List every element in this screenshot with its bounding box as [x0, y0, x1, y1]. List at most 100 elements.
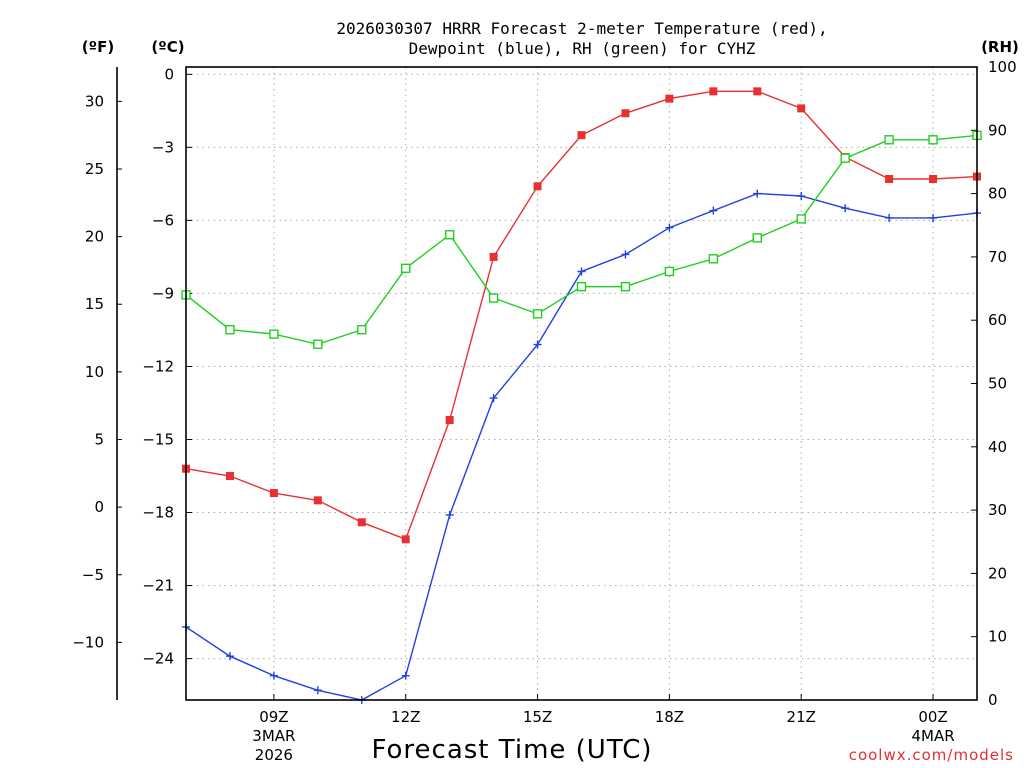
temperature-point — [753, 87, 762, 96]
x-tick-label: 09Z — [259, 708, 288, 726]
temperature-point — [709, 87, 718, 96]
rh-point — [708, 254, 719, 264]
rh-point — [840, 153, 850, 163]
rh-point — [884, 135, 894, 145]
dewpoint-point — [401, 671, 410, 680]
rh-tick-label: 70 — [988, 248, 1007, 266]
fahrenheit-tick-label: 15 — [85, 295, 104, 313]
rh-unit-label: (RH) — [981, 38, 1019, 56]
celsius-tick-label: −9 — [152, 284, 174, 302]
fahrenheit-tick-label: 20 — [85, 228, 104, 246]
fahrenheit-tick-label: −5 — [82, 566, 104, 584]
rh-tick-label: 30 — [988, 501, 1007, 519]
rh-point — [269, 329, 279, 339]
temperature-point — [621, 109, 630, 118]
x-axis-label: Forecast Time (UTC) — [371, 735, 652, 765]
dewpoint-point — [577, 267, 586, 276]
temperature-point — [885, 174, 894, 183]
chart-title-line-2: Dewpoint (blue), RH (green) for CYHZ — [409, 39, 756, 58]
dewpoint-point — [225, 652, 234, 661]
rh-tick-label: 20 — [988, 564, 1007, 582]
rh-point — [401, 263, 411, 273]
celsius-tick-label: −6 — [152, 211, 174, 229]
rh-point — [796, 214, 806, 224]
rh-tick-label: 10 — [988, 628, 1007, 646]
rh-point — [928, 135, 938, 145]
rh-point — [664, 266, 675, 277]
temperature-line — [185, 90, 978, 541]
temperature-point — [489, 252, 498, 261]
chart-title-line-1: 2026030307 HRRR Forecast 2-meter Tempera… — [336, 19, 827, 38]
fahrenheit-tick-label: 30 — [85, 92, 104, 110]
celsius-tick-label: −3 — [152, 138, 174, 156]
x-tick-year: 2026 — [255, 746, 293, 764]
rh-point — [752, 233, 762, 243]
rh-tick-label: 90 — [988, 121, 1007, 139]
temperature-point — [929, 174, 938, 183]
rh-point — [620, 281, 631, 292]
dewpoint-point — [929, 213, 938, 222]
fahrenheit-tick-label: 10 — [85, 363, 104, 381]
temperature-point — [797, 104, 806, 113]
x-tick-label: 00Z — [918, 708, 947, 726]
dewpoint-point — [665, 223, 674, 232]
plot-frame — [185, 66, 978, 701]
fahrenheit-tick-label: 5 — [94, 430, 104, 448]
temperature-point — [225, 472, 234, 481]
rh-point — [532, 309, 543, 319]
fahrenheit-tick-label: 25 — [85, 160, 104, 178]
celsius-tick-label: −18 — [142, 504, 174, 522]
x-tick-date: 4MAR — [911, 727, 954, 745]
rh-tick-label: 100 — [988, 58, 1017, 76]
x-tick-label: 18Z — [655, 708, 684, 726]
dewpoint-point — [489, 394, 498, 403]
dewpoint-point — [269, 671, 278, 680]
celsius-tick-label: −21 — [142, 577, 174, 595]
rh-tick-label: 80 — [988, 185, 1007, 203]
dewpoint-point — [533, 340, 542, 349]
x-tick-date: 3MAR — [252, 727, 295, 745]
dewpoint-point — [313, 686, 322, 695]
dewpoint-point — [753, 189, 762, 198]
dewpoint-point — [797, 192, 806, 201]
celsius-unit-label: (ºC) — [151, 38, 184, 56]
rh-point — [444, 230, 455, 240]
x-tick-label: 21Z — [787, 708, 816, 726]
temperature-point — [533, 182, 542, 191]
fahrenheit-unit-label: (ºF) — [82, 38, 114, 56]
rh-point — [225, 324, 235, 335]
temperature-point — [401, 535, 410, 544]
celsius-tick-label: 0 — [164, 65, 174, 83]
temperature-point — [357, 518, 366, 527]
axes: 0−3−6−9−12−15−18−21−24302520151050−5−100… — [72, 58, 1016, 764]
dewpoint-point — [841, 204, 850, 213]
celsius-tick-label: −24 — [142, 650, 174, 668]
temperature-point — [665, 94, 674, 103]
source-credit: coolwx.com/models — [849, 746, 1014, 764]
gridlines — [186, 67, 977, 700]
data-series — [181, 87, 982, 704]
rh-point — [313, 339, 323, 349]
rh-tick-label: 50 — [988, 375, 1007, 393]
dewpoint-point — [445, 510, 454, 519]
temperature-point — [313, 496, 322, 505]
dewpoint-point — [709, 206, 718, 215]
celsius-tick-label: −12 — [142, 357, 174, 375]
celsius-tick-label: −15 — [142, 430, 174, 448]
rh-tick-label: 40 — [988, 438, 1007, 456]
temperature-point — [577, 131, 586, 140]
rh-line — [185, 134, 978, 346]
fahrenheit-tick-label: 0 — [94, 498, 104, 516]
dewpoint-point — [885, 213, 894, 222]
x-tick-label: 15Z — [523, 708, 552, 726]
fahrenheit-tick-label: −10 — [72, 633, 104, 651]
rh-tick-label: 0 — [988, 691, 998, 709]
rh-point — [488, 293, 499, 303]
x-tick-label: 12Z — [391, 708, 420, 726]
rh-tick-label: 60 — [988, 311, 1007, 329]
rh-point — [576, 281, 587, 292]
temperature-point — [445, 416, 454, 425]
temperature-point — [269, 489, 278, 498]
dewpoint-point — [621, 250, 630, 259]
